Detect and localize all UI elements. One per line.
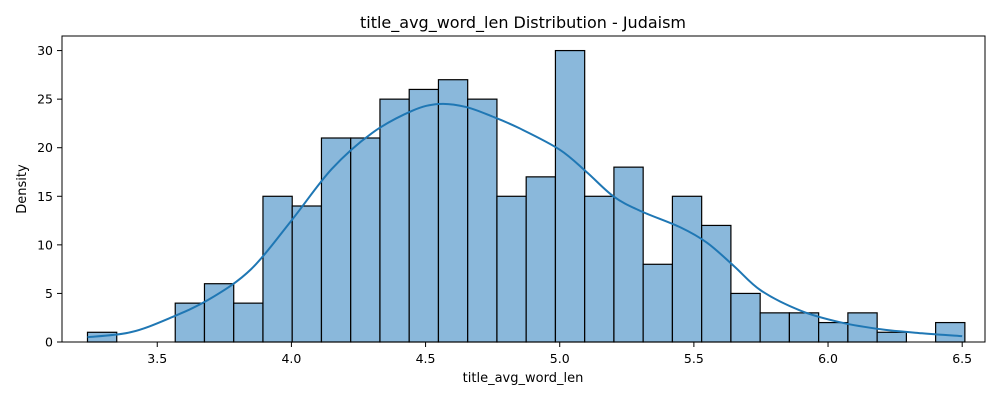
histogram-bar (262, 195, 293, 343)
histogram-bar (525, 176, 557, 343)
y-tick-label: 5 (45, 286, 53, 301)
histogram-bar (437, 79, 469, 343)
y-tick-label: 25 (37, 92, 53, 107)
kde-curve (87, 102, 963, 339)
histogram-bar (642, 263, 674, 343)
histogram-bar (613, 166, 644, 343)
histogram-bar (408, 88, 440, 343)
histogram-bar (730, 292, 761, 343)
x-axis-label: title_avg_word_len (463, 371, 584, 386)
x-axis-ticks: 3.5 4.0 4.5 5.0 5.5 6.0 6.5 (147, 342, 972, 366)
histogram-bar (935, 321, 966, 343)
histogram-bar (496, 195, 527, 343)
plot-frame (61, 35, 986, 343)
x-tick-label: 6.5 (952, 351, 972, 366)
histogram-bar (350, 137, 381, 343)
bars-group (86, 49, 966, 343)
x-tick-label: 6.0 (818, 351, 838, 366)
x-tick-label: 5.5 (684, 351, 704, 366)
histogram-bar (320, 137, 352, 343)
y-axis-label: Density (15, 164, 30, 214)
histogram-bar (818, 321, 849, 343)
histogram-bar (554, 49, 586, 343)
histogram-bar (467, 98, 498, 343)
histogram-bar (379, 98, 410, 343)
y-axis-ticks: 0 5 10 15 20 25 30 (37, 43, 62, 350)
y-tick-label: 0 (45, 335, 53, 350)
histogram-bar (788, 312, 820, 343)
y-tick-label: 10 (37, 237, 53, 252)
y-tick-label: 30 (37, 43, 53, 58)
histogram-bar (876, 331, 907, 343)
x-tick-label: 4.5 (416, 351, 436, 366)
chart-title: title_avg_word_len Distribution - Judais… (360, 13, 686, 33)
histogram-bar (671, 195, 703, 343)
histogram-bar (759, 312, 790, 343)
y-tick-label: 15 (37, 189, 53, 204)
x-tick-label: 4.0 (281, 351, 301, 366)
y-tick-label: 20 (37, 140, 53, 155)
histogram-bar (291, 205, 323, 343)
x-tick-label: 3.5 (147, 351, 167, 366)
x-tick-label: 5.0 (550, 351, 570, 366)
histogram-bar (233, 302, 264, 343)
histogram-bar (701, 224, 732, 343)
histogram-bar (584, 195, 615, 343)
